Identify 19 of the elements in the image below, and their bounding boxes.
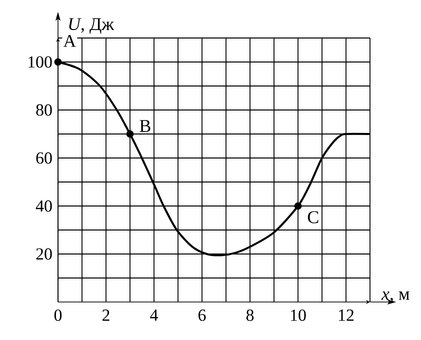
point — [126, 130, 134, 138]
x-tick-label: 0 — [54, 310, 62, 321]
annotation: B — [140, 120, 150, 132]
x-tick-label: 4 — [150, 310, 158, 321]
x-tick-label: 10 — [291, 310, 306, 321]
x-tick-label: 6 — [198, 310, 206, 321]
x-tick-label: 2 — [102, 310, 110, 321]
y-tick-label: 80 — [36, 104, 52, 116]
y-tick-label: 60 — [36, 152, 52, 164]
y-axis-title: U, Дж — [69, 18, 114, 34]
point — [54, 58, 62, 66]
y-tick-label: 20 — [36, 248, 52, 260]
x-tick-label: 8 — [246, 310, 254, 321]
y-tick-label: 40 — [36, 200, 52, 212]
point — [294, 202, 302, 210]
y-tick-label: 100 — [28, 56, 52, 68]
x-tick-label: 12 — [339, 310, 354, 321]
annotation: A — [63, 34, 76, 47]
annotation: C — [308, 211, 318, 224]
